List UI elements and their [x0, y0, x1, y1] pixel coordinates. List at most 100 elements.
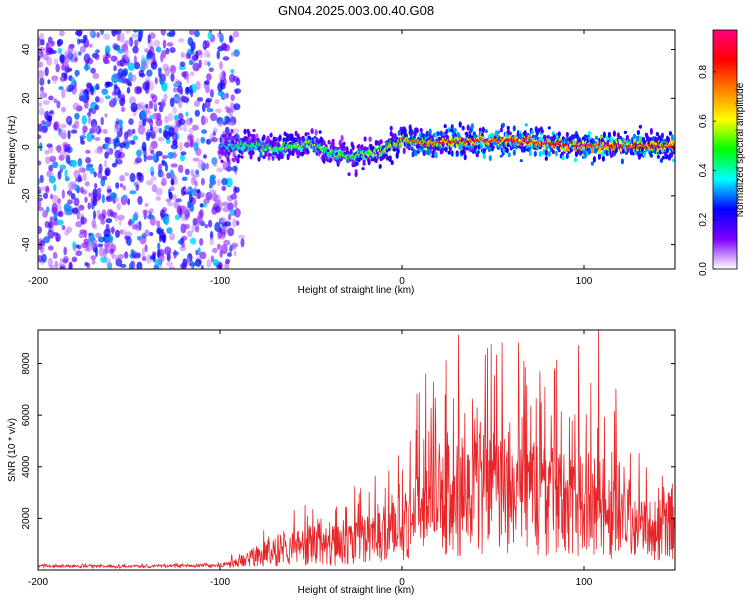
snr-y-tick-label: 2000 [21, 507, 32, 530]
heatmap-cell [221, 185, 227, 191]
heatmap-cell [157, 242, 161, 251]
heatmap-cell [136, 261, 143, 269]
heatmap-cell [206, 259, 212, 268]
heatmap-cell [277, 155, 281, 161]
spectrogram-x-tick-label: -100 [210, 276, 230, 287]
heatmap-cell [232, 30, 240, 38]
heatmap-cell [61, 106, 66, 113]
heatmap-cell [206, 73, 212, 81]
heatmap-cell [184, 168, 190, 175]
heatmap-cell [148, 100, 153, 110]
heatmap-cell [92, 72, 100, 80]
heatmap-cell [166, 254, 171, 262]
spectrogram-y-tick-label: 0 [21, 144, 32, 150]
heatmap-cell [382, 151, 386, 159]
heatmap-cell [67, 143, 71, 154]
heatmap-cell [150, 171, 155, 177]
heatmap-cell [190, 169, 195, 177]
heatmap-cell [665, 147, 670, 154]
heatmap-cell [135, 184, 140, 192]
colorbar-tick-label: 0.8 [698, 64, 709, 78]
heatmap-cell [165, 115, 170, 124]
heatmap-cell [53, 58, 59, 65]
heatmap-cell [222, 93, 227, 100]
heatmap-cell [402, 147, 406, 155]
heatmap-cell [125, 30, 131, 34]
heatmap-cell [177, 38, 185, 43]
heatmap-cell [207, 32, 213, 40]
heatmap-cell [113, 123, 121, 133]
heatmap-cell [229, 34, 233, 44]
heatmap-cell [561, 155, 565, 161]
heatmap-cell [607, 131, 612, 139]
heatmap-cell [342, 147, 346, 151]
heatmap-cell [116, 60, 124, 67]
heatmap-cell [165, 47, 170, 55]
heatmap-cell [167, 151, 174, 160]
heatmap-cell [65, 115, 73, 125]
heatmap-cell [75, 221, 83, 228]
heatmap-cell [79, 45, 87, 53]
heatmap-cell [583, 134, 588, 139]
heatmap-cell [379, 139, 383, 145]
heatmap-cell [208, 219, 213, 228]
heatmap-cell [68, 261, 73, 269]
heatmap-cell [572, 134, 577, 139]
heatmap-cell [191, 54, 199, 62]
heatmap-cell [190, 237, 197, 245]
heatmap-cell [164, 130, 171, 140]
heatmap-cell [155, 196, 161, 201]
heatmap-cell [85, 157, 92, 164]
heatmap-cell [90, 85, 94, 96]
heatmap-cell [219, 71, 225, 81]
heatmap-cell [85, 165, 91, 172]
heatmap-cell [124, 54, 130, 62]
heatmap-cell [94, 53, 100, 61]
heatmap-cell [203, 198, 210, 205]
heatmap-cell [141, 247, 146, 258]
heatmap-cell [661, 155, 666, 160]
heatmap-cell [42, 53, 49, 61]
heatmap-cell [458, 121, 462, 128]
heatmap-cell [119, 229, 123, 235]
heatmap-cell [38, 37, 42, 47]
heatmap-cell [123, 131, 129, 141]
heatmap-cell [46, 41, 54, 48]
heatmap-cell [349, 148, 353, 156]
heatmap-cell [230, 94, 235, 101]
heatmap-cell [222, 206, 230, 213]
heatmap-cell [614, 148, 619, 153]
heatmap-cell [42, 210, 48, 218]
heatmap-cell [197, 49, 203, 56]
heatmap-cell [120, 106, 126, 112]
heatmap-cell [98, 163, 103, 174]
heatmap-cell [134, 38, 139, 48]
heatmap-cell [304, 140, 308, 144]
heatmap-cell [212, 247, 218, 254]
heatmap-cell [130, 260, 136, 269]
heatmap-cell [83, 64, 91, 71]
heatmap-cell [48, 164, 54, 172]
heatmap-cell [53, 211, 58, 222]
heatmap-cell [67, 130, 71, 140]
heatmap-cell [190, 46, 195, 55]
heatmap-cell [110, 97, 115, 105]
heatmap-cell [181, 241, 185, 248]
spectrogram-y-tick-label: -20 [21, 188, 32, 203]
heatmap-cell [157, 136, 165, 142]
heatmap-cell [655, 132, 660, 137]
heatmap-cell [157, 67, 162, 72]
heatmap-cell [211, 206, 218, 215]
heatmap-cell [436, 131, 440, 137]
heatmap-cell [482, 153, 486, 160]
heatmap-cell [231, 165, 238, 172]
heatmap-cell [52, 251, 58, 259]
heatmap-cell [390, 160, 394, 166]
heatmap-cell [180, 151, 187, 156]
heatmap-cell [114, 149, 122, 159]
heatmap-cell [172, 87, 179, 93]
heatmap-cell [96, 187, 102, 193]
heatmap-cell [48, 220, 54, 229]
heatmap-cell [131, 140, 136, 145]
heatmap-cell [274, 137, 278, 142]
